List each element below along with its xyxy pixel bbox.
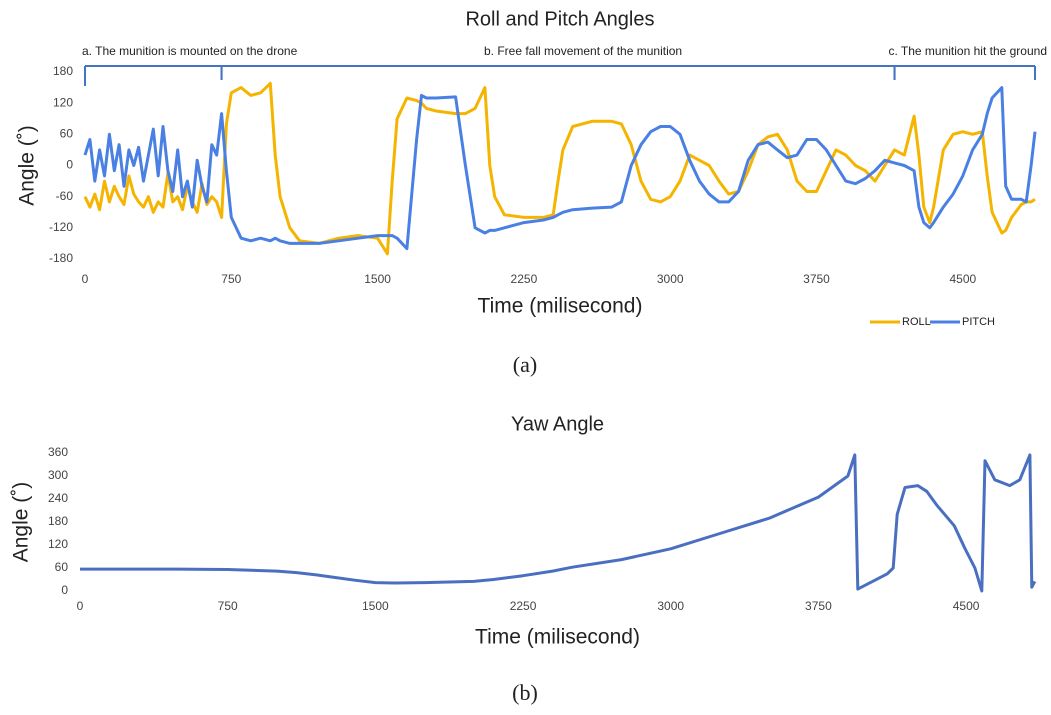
x-tick-label: 750 [221,272,241,286]
chart-title: Roll and Pitch Angles [465,8,654,30]
y-axis-label: Angle (˚) [10,482,33,563]
y-tick-label: 60 [55,560,69,574]
y-tick-label: 180 [53,64,73,78]
legend-label: PITCH [962,316,995,328]
x-tick-label: 4500 [949,272,976,286]
y-tick-label: 360 [48,445,68,459]
x-tick-label: 1500 [362,599,389,613]
legend-label: ROLL [902,316,931,328]
x-tick-label: 3000 [657,272,684,286]
y-tick-label: 60 [60,127,74,141]
line-series [80,453,1037,593]
line-series [83,86,1037,251]
x-tick-label: 0 [82,272,89,286]
y-tick-label: 0 [61,583,68,597]
line-series [83,81,1036,256]
caption: (a) [513,352,537,377]
x-tick-label: 3000 [657,599,684,613]
x-tick-label: 2250 [511,272,538,286]
x-tick-label: 3750 [805,599,832,613]
x-tick-label: 3750 [803,272,830,286]
x-tick-label: 750 [218,599,238,613]
annotation: a. The munition is mounted on the drone [82,44,298,58]
y-tick-label: -180 [49,251,73,265]
x-tick-label: 4500 [953,599,980,613]
y-tick-label: -60 [56,189,74,203]
y-tick-label: 240 [48,491,68,505]
x-axis-label: Time (milisecond) [475,626,640,649]
x-tick-label: 0 [77,599,84,613]
y-tick-label: 0 [66,158,73,172]
x-axis-label: Time (milisecond) [478,295,643,318]
chart-title: Yaw Angle [511,413,604,435]
y-tick-label: 120 [53,95,73,109]
annotation: b. Free fall movement of the munition [484,44,682,58]
y-tick-label: 120 [48,537,68,551]
x-tick-label: 1500 [364,272,391,286]
caption: (b) [512,680,538,705]
annotation: c. The munition hit the ground [888,44,1047,58]
y-tick-label: 300 [48,468,68,482]
y-axis-label: Angle (˚) [16,125,39,206]
y-tick-label: 180 [48,514,68,528]
x-tick-label: 2250 [510,599,537,613]
y-tick-label: -120 [49,220,73,234]
